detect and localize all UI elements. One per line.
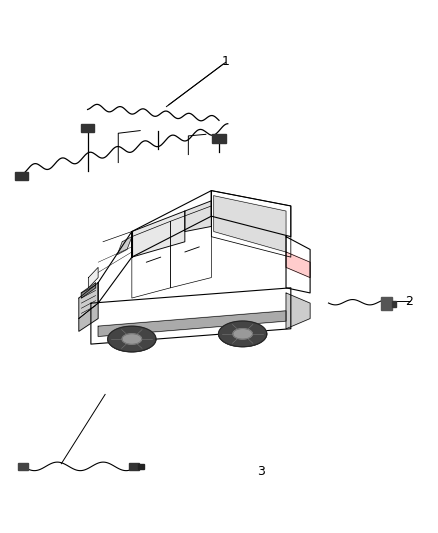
Text: 1: 1 (222, 55, 230, 68)
Bar (138, 464, 144, 469)
Text: 3: 3 (257, 465, 265, 478)
Polygon shape (211, 191, 291, 237)
Polygon shape (108, 326, 156, 352)
Polygon shape (211, 191, 291, 257)
Bar (15, 172, 28, 180)
Polygon shape (286, 293, 310, 329)
Polygon shape (132, 191, 211, 257)
Polygon shape (117, 237, 132, 255)
Polygon shape (219, 321, 267, 346)
Bar (392, 301, 396, 307)
Polygon shape (219, 334, 267, 346)
Polygon shape (214, 196, 286, 252)
Polygon shape (185, 201, 211, 231)
Polygon shape (79, 303, 98, 332)
Polygon shape (286, 237, 310, 293)
Bar (129, 463, 139, 470)
Polygon shape (98, 311, 286, 336)
Polygon shape (98, 231, 132, 303)
Polygon shape (108, 339, 156, 352)
Polygon shape (88, 268, 98, 288)
Bar (81, 124, 94, 132)
Polygon shape (81, 282, 95, 298)
Text: 2: 2 (406, 295, 413, 308)
Polygon shape (122, 334, 141, 344)
Bar (212, 134, 226, 143)
Bar (381, 297, 392, 310)
Polygon shape (79, 282, 98, 319)
Polygon shape (286, 252, 310, 278)
Polygon shape (132, 211, 185, 257)
Polygon shape (91, 288, 291, 344)
Polygon shape (233, 329, 252, 339)
Bar (18, 463, 28, 470)
